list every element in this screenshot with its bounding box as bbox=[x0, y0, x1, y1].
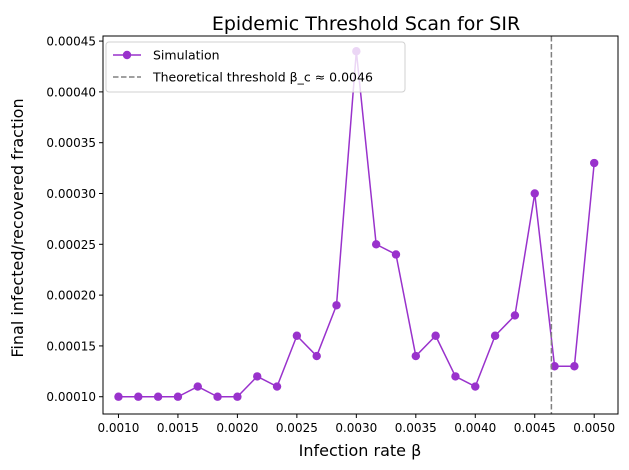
x-tick-label: 0.0015 bbox=[157, 421, 199, 435]
data-point bbox=[550, 362, 559, 371]
data-point bbox=[451, 372, 460, 381]
data-point bbox=[272, 382, 282, 391]
x-tick-label: 0.0010 bbox=[97, 421, 139, 435]
legend-simulation-label: Simulation bbox=[153, 48, 220, 63]
y-tick-label: 0.00030 bbox=[46, 187, 96, 201]
data-point bbox=[431, 331, 440, 340]
y-axis: 0.00010 0.00015 0.00020 0.00025 0.00030 0.000… bbox=[46, 35, 103, 404]
data-point bbox=[134, 392, 143, 401]
x-tick-label: 0.0045 bbox=[514, 421, 556, 435]
x-tick-label: 0.0040 bbox=[454, 421, 496, 435]
y-tick-label: 0.00040 bbox=[46, 85, 96, 99]
data-point bbox=[411, 351, 421, 361]
data-point bbox=[114, 392, 123, 401]
x-tick-label: 0.0025 bbox=[276, 421, 318, 435]
chart-title: Epidemic Threshold Scan for SIR bbox=[212, 13, 520, 35]
data-point bbox=[332, 301, 341, 310]
series-line-simulation bbox=[118, 50, 595, 398]
x-axis: 0.0010 0.0015 0.0020 0.0025 0.0030 0.0035 0.00… bbox=[97, 414, 615, 435]
y-tick-label: 0.00045 bbox=[46, 35, 96, 49]
data-point bbox=[530, 189, 539, 198]
x-axis-label: Infection rate β bbox=[299, 441, 422, 460]
x-tick-label: 0.0020 bbox=[216, 421, 258, 435]
data-point bbox=[193, 382, 202, 391]
plot-area bbox=[114, 36, 599, 414]
y-tick-label: 0.00010 bbox=[46, 390, 96, 404]
y-axis-label: Final infected/recovered fraction bbox=[8, 98, 27, 357]
legend-simulation-marker bbox=[122, 50, 132, 60]
data-point bbox=[510, 311, 520, 320]
y-tick-label: 0.00015 bbox=[46, 339, 96, 353]
data-point bbox=[153, 392, 163, 401]
legend-threshold-label: Theoretical threshold β_c ≈ 0.0046 bbox=[152, 70, 373, 85]
legend: Simulation Theoretical threshold β_c ≈ 0… bbox=[105, 41, 406, 93]
y-tick-label: 0.00035 bbox=[46, 136, 96, 150]
y-tick-label: 0.00020 bbox=[46, 289, 96, 303]
plot-frame bbox=[102, 35, 619, 415]
data-point bbox=[371, 240, 381, 249]
x-tick-label: 0.0030 bbox=[335, 421, 377, 435]
data-point bbox=[471, 382, 480, 391]
data-point bbox=[312, 351, 321, 361]
data-point bbox=[570, 362, 579, 371]
y-tick-label: 0.00025 bbox=[46, 238, 96, 252]
data-point bbox=[391, 250, 401, 259]
data-point bbox=[590, 158, 599, 168]
data-point bbox=[490, 331, 500, 340]
data-point bbox=[173, 392, 183, 401]
data-point bbox=[253, 372, 262, 381]
x-tick-label: 0.0035 bbox=[395, 421, 437, 435]
data-point bbox=[213, 392, 222, 401]
legend-box bbox=[105, 41, 406, 93]
data-point bbox=[292, 331, 302, 340]
x-tick-label: 0.0050 bbox=[573, 421, 615, 435]
data-point bbox=[233, 392, 242, 401]
